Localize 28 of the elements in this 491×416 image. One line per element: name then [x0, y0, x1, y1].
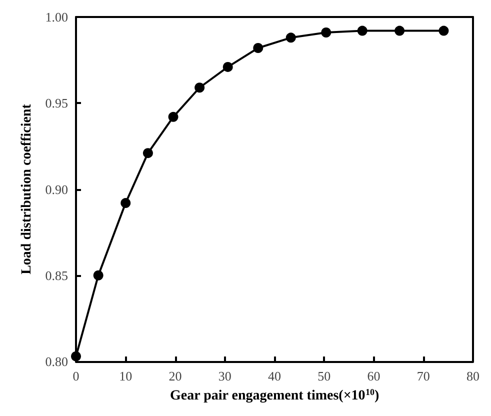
x-tick-label: 0	[72, 368, 80, 384]
point	[286, 32, 296, 43]
y-tick-label: 1.00	[45, 10, 68, 24]
point	[394, 26, 405, 36]
point	[168, 112, 178, 122]
point	[321, 28, 332, 38]
y-tick-label: 0.80	[45, 354, 68, 369]
x-tick-label: 20	[168, 368, 182, 384]
x-tick-label: 70	[416, 368, 430, 384]
point	[120, 198, 131, 208]
point	[357, 26, 368, 36]
y-tick-label: 0.85	[45, 268, 68, 283]
x-tick-label: 80	[466, 368, 480, 384]
point	[71, 351, 81, 362]
point	[142, 148, 153, 158]
point	[93, 270, 104, 280]
x-tick-label: 30	[218, 368, 232, 384]
x-tick-label: 60	[367, 368, 380, 384]
point	[253, 43, 264, 53]
point	[194, 82, 205, 93]
point	[438, 26, 449, 36]
y-axis-title: Load distribution coefficient	[20, 104, 34, 274]
point	[222, 62, 233, 72]
y-tick-label: 0.95	[45, 96, 68, 111]
x-tick-label: 40	[268, 368, 281, 384]
y-tick-label: 0.90	[45, 182, 68, 197]
x-tick-label: 10	[119, 368, 132, 384]
x-tick-label: 50	[318, 368, 331, 384]
